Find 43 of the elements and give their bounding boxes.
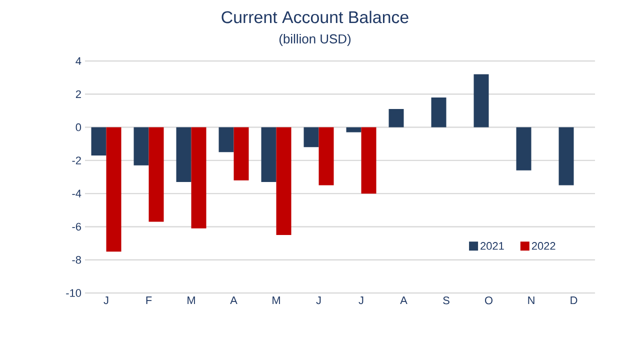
bar [304,127,319,148]
bar [106,127,122,252]
bar [431,97,446,128]
x-tick-label: A [400,296,408,304]
chart-title: Current Account Balance [222,10,408,24]
x-tick-label: J [104,296,108,304]
x-tick-label: D [570,296,578,304]
bar [318,127,334,186]
bar [234,127,249,180]
x-tick-label: J [358,296,364,304]
y-tick-label: -6 [72,222,81,231]
bar [191,127,206,228]
x-tick-label: A [230,296,238,304]
y-tick-label: -8 [72,256,81,264]
y-tick-label: -4 [72,190,82,198]
legend-label: 2022 [532,242,556,250]
bar [558,127,574,186]
bar [218,127,234,152]
x-tick-label: N [528,296,534,304]
y-tick-label: 0 [76,123,82,132]
y-tick-label: 2 [76,90,81,98]
x-tick-label: O [485,296,492,304]
bar [176,127,192,182]
bar [276,127,292,235]
x-tick-label: M [272,296,280,304]
bar [148,127,164,222]
bar [346,127,362,132]
y-tick-label: -10 [66,289,82,297]
y-tick-label: 4 [76,57,82,65]
x-tick-label: F [146,296,152,304]
legend-label: 2021 [480,242,504,250]
x-tick-label: M [188,296,195,304]
bar [134,127,149,166]
chart-subtitle: (billion USD) [279,34,351,46]
bar [474,74,489,128]
x-tick-label: J [316,296,321,304]
y-tick-label: -2 [72,156,81,164]
bar [516,127,532,170]
x-tick-label: S [443,296,450,304]
bar [388,109,404,128]
bar [261,127,276,182]
bar [361,127,376,194]
bar [91,127,106,156]
